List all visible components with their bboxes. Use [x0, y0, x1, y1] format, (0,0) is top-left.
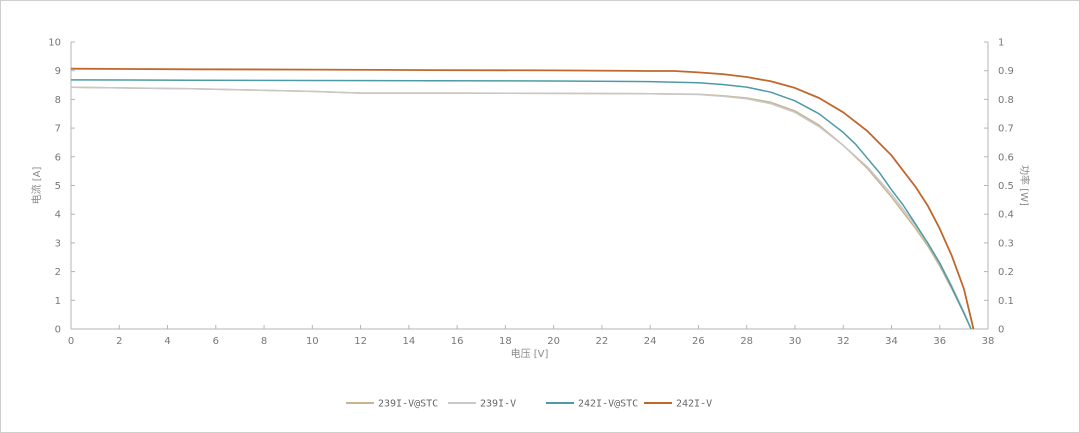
y-right-tick-label: 1 [998, 38, 1004, 49]
x-tick-label: 20 [547, 336, 560, 347]
legend-label: 242I-V@STC [578, 399, 638, 410]
x-tick-label: 2 [116, 336, 122, 347]
y-right-tick-label: 0.4 [998, 210, 1014, 221]
x-tick-label: 4 [164, 336, 170, 347]
y-right-tick-label: 0.9 [998, 66, 1014, 77]
series-line-242i-v-stc [70, 79, 972, 330]
ticks: 0 2 4 6 8 10 12 14 16 18 20 22 24 26 28 30 32 34 36 3801234… [48, 38, 1014, 348]
x-tick-label: 36 [933, 336, 946, 347]
y-right-tick-label: 0 [998, 325, 1004, 336]
series [70, 67, 975, 330]
legend-label: 242I-V [676, 399, 712, 410]
x-tick-label: 28 [740, 336, 753, 347]
axes [70, 42, 989, 330]
y-right-tick-label: 0.3 [998, 238, 1014, 249]
x-tick-label: 8 [261, 336, 267, 347]
x-tick-label: 16 [451, 336, 464, 347]
x-tick-label: 26 [692, 336, 705, 347]
x-tick-label: 32 [837, 336, 850, 347]
y-left-tick-label: 0 [55, 325, 61, 336]
y-left-tick-label: 2 [55, 267, 61, 278]
legend-label: 239I-V [480, 399, 516, 410]
x-tick-label: 34 [885, 336, 898, 347]
y-axis-right-title: 功率 [W] [1018, 165, 1031, 206]
series-line-239i-v [70, 86, 972, 330]
x-tick-label: 38 [982, 336, 995, 347]
y-left-tick-label: 9 [55, 66, 61, 77]
y-left-tick-label: 6 [55, 152, 61, 163]
y-right-tick-label: 0.6 [998, 152, 1014, 163]
y-left-tick-label: 5 [55, 181, 61, 192]
x-tick-label: 18 [499, 336, 512, 347]
x-tick-label: 10 [306, 336, 319, 347]
x-tick-label: 22 [596, 336, 609, 347]
x-tick-label: 12 [354, 336, 367, 347]
y-left-tick-label: 3 [55, 238, 61, 249]
x-axis-title: 电压 [V] [511, 347, 549, 360]
legend-label: 239I-V@STC [378, 399, 438, 410]
y-left-tick-label: 7 [55, 124, 61, 135]
y-axis-left-title: 电流 [A] [30, 166, 43, 204]
x-tick-label: 14 [402, 336, 415, 347]
legend: 239I-V@STC 239I-V 242I-V@STC 242I-V [346, 399, 712, 410]
y-right-tick-label: 0.2 [998, 267, 1014, 278]
series-line-242i-v [70, 67, 975, 330]
x-tick-label: 0 [68, 336, 74, 347]
y-right-tick-label: 0.1 [998, 296, 1014, 307]
x-tick-label: 24 [644, 336, 657, 347]
y-right-tick-label: 0.7 [998, 124, 1014, 135]
y-left-tick-label: 8 [55, 95, 61, 106]
y-left-tick-label: 1 [55, 296, 61, 307]
y-right-tick-label: 0.5 [998, 181, 1014, 192]
y-left-tick-label: 4 [55, 210, 61, 221]
y-right-tick-label: 0.8 [998, 95, 1014, 106]
x-tick-label: 6 [213, 336, 219, 347]
x-tick-label: 30 [789, 336, 802, 347]
y-left-tick-label: 10 [48, 38, 61, 49]
series-line-239i-v-stc [70, 86, 972, 330]
